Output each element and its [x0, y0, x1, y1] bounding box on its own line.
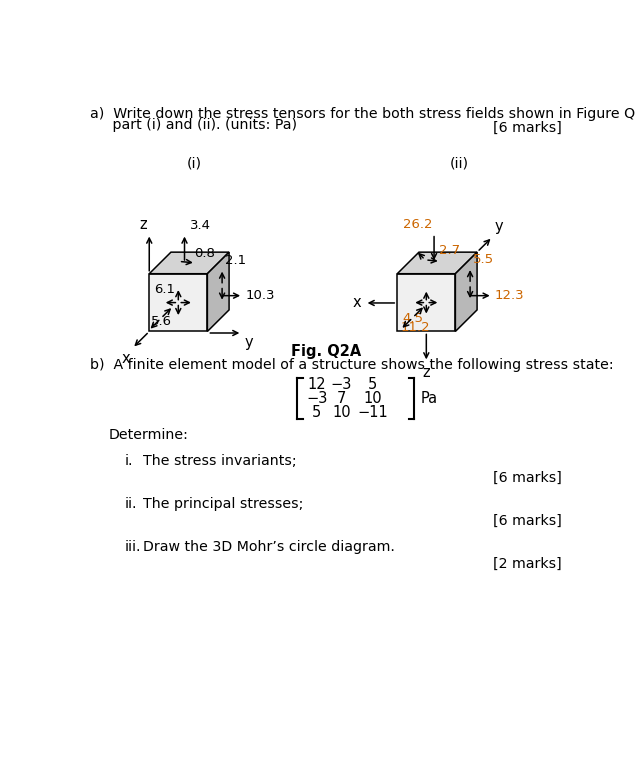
- Text: b)  A finite element model of a structure shows the following stress state:: b) A finite element model of a structure…: [90, 359, 614, 373]
- Text: −3: −3: [331, 377, 352, 392]
- Polygon shape: [455, 252, 477, 332]
- Text: 7: 7: [337, 391, 346, 406]
- Text: 11.2: 11.2: [400, 321, 430, 334]
- Text: x: x: [353, 295, 362, 311]
- Text: −11: −11: [357, 405, 388, 420]
- Text: a)  Write down the stress tensors for the both stress fields shown in Figure Q2A: a) Write down the stress tensors for the…: [90, 107, 636, 121]
- Text: part (i) and (ii). (units: Pa): part (i) and (ii). (units: Pa): [90, 118, 298, 132]
- Polygon shape: [149, 252, 229, 274]
- Text: 5: 5: [312, 405, 321, 420]
- Text: 10: 10: [332, 405, 351, 420]
- Text: 2.7: 2.7: [439, 243, 460, 257]
- Polygon shape: [398, 274, 455, 332]
- Polygon shape: [149, 274, 207, 332]
- Text: z: z: [139, 217, 147, 232]
- Text: 12: 12: [307, 377, 326, 392]
- Text: −3: −3: [306, 391, 328, 406]
- Text: x: x: [121, 351, 130, 366]
- Text: z: z: [422, 366, 430, 380]
- Text: Determine:: Determine:: [109, 427, 189, 441]
- Text: 6.1: 6.1: [154, 284, 175, 296]
- Text: Pa: Pa: [420, 391, 438, 406]
- Text: y: y: [245, 335, 253, 349]
- Text: i.: i.: [125, 454, 133, 468]
- Polygon shape: [207, 252, 229, 332]
- Text: The principal stresses;: The principal stresses;: [143, 497, 303, 511]
- Text: 4.5: 4.5: [402, 312, 423, 325]
- Text: iii.: iii.: [125, 540, 141, 554]
- Text: [6 marks]: [6 marks]: [493, 471, 562, 485]
- Text: ii.: ii.: [125, 497, 137, 511]
- Text: 0.8: 0.8: [194, 247, 215, 260]
- Text: 12.3: 12.3: [495, 289, 525, 302]
- Text: 5.6: 5.6: [151, 315, 172, 328]
- Text: (ii): (ii): [450, 157, 469, 171]
- Text: [2 marks]: [2 marks]: [493, 557, 562, 571]
- Text: 5: 5: [368, 377, 377, 392]
- Text: (i): (i): [187, 157, 202, 171]
- Text: [6 marks]: [6 marks]: [493, 514, 562, 528]
- Text: 5.5: 5.5: [473, 253, 494, 266]
- Text: [6 marks]: [6 marks]: [493, 121, 562, 135]
- Text: 26.2: 26.2: [403, 217, 432, 230]
- Text: Fig. Q2A: Fig. Q2A: [291, 344, 361, 359]
- Text: 3.4: 3.4: [190, 219, 211, 232]
- Text: Draw the 3D Mohr’s circle diagram.: Draw the 3D Mohr’s circle diagram.: [143, 540, 395, 554]
- Text: 10: 10: [363, 391, 382, 406]
- Text: y: y: [495, 219, 504, 233]
- Text: 2.1: 2.1: [225, 254, 246, 267]
- Text: The stress invariants;: The stress invariants;: [143, 454, 296, 468]
- Text: 10.3: 10.3: [245, 289, 275, 302]
- Polygon shape: [398, 252, 477, 274]
